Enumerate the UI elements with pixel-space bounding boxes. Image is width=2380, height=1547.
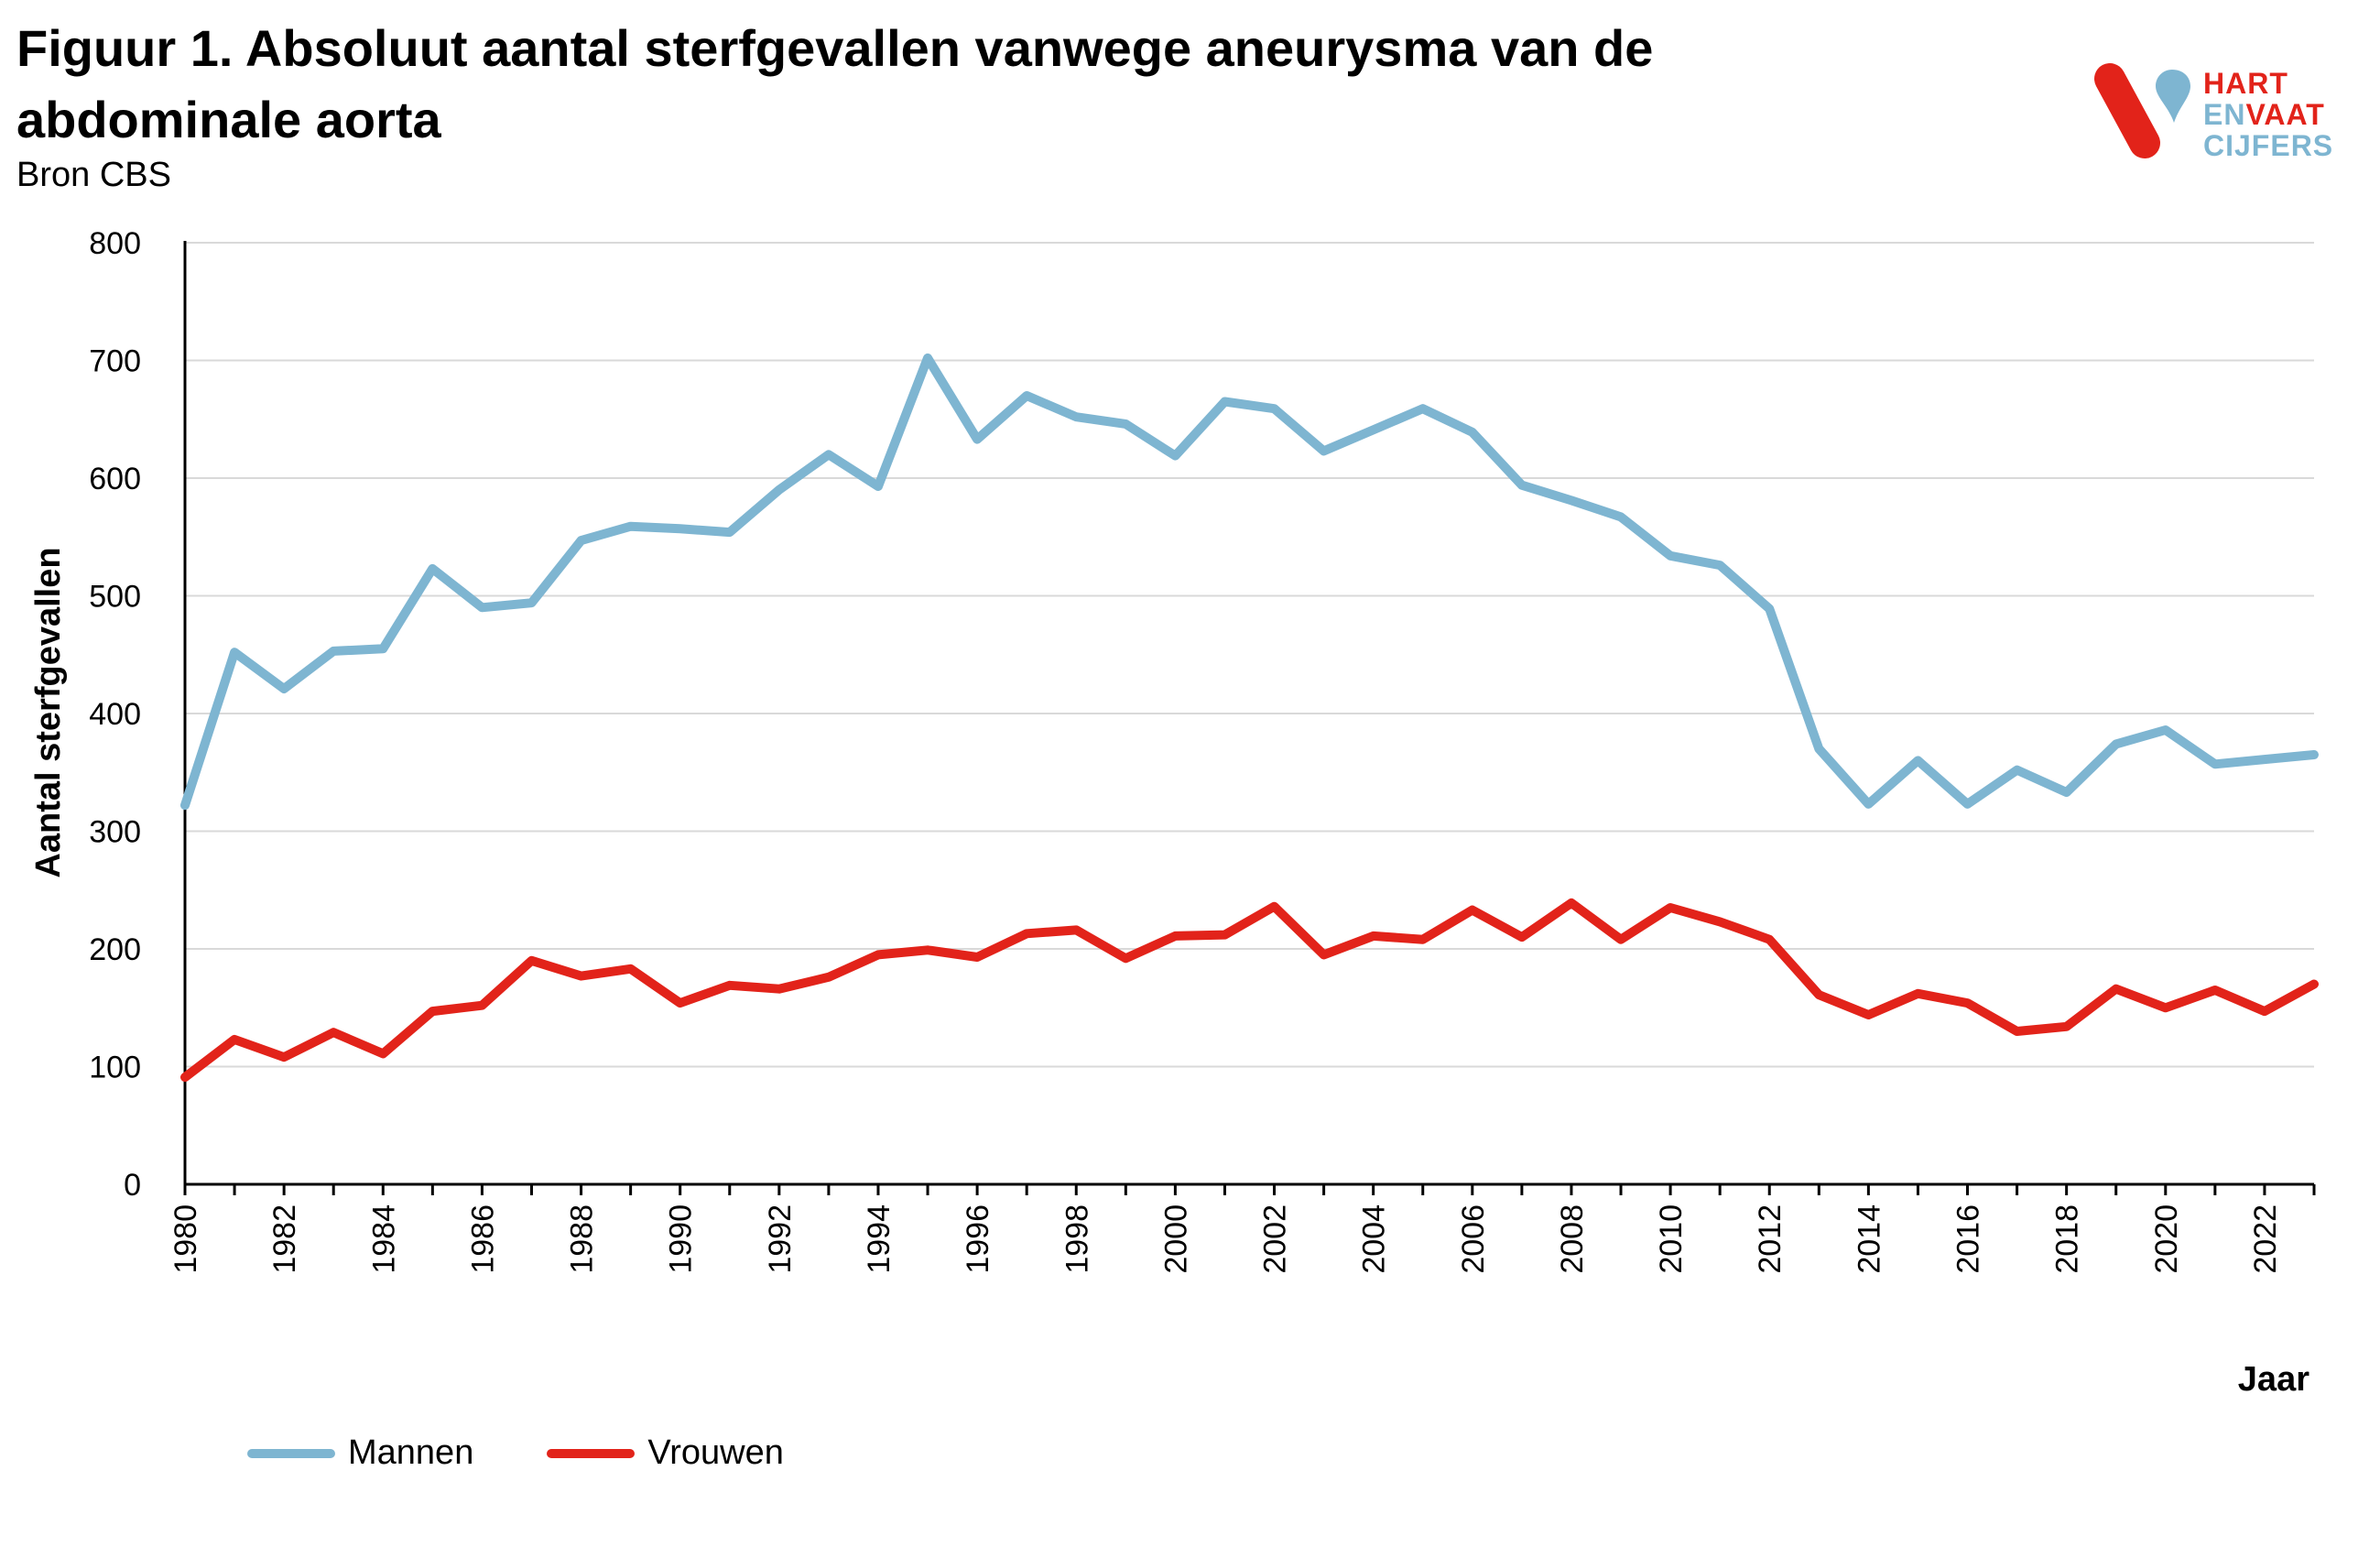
series-line-vrouwen <box>180 898 2319 1083</box>
series-lines <box>180 353 2319 1083</box>
y-axis-label: Aantal sterfgevallen <box>29 547 68 877</box>
x-tick-label: 1980 <box>168 1204 203 1274</box>
x-tick-label: 1988 <box>565 1204 600 1274</box>
legend-label-mannen: Mannen <box>348 1433 474 1472</box>
x-tick-label: 1994 <box>862 1204 897 1274</box>
legend-swatch-vrouwen <box>547 1448 636 1458</box>
legend: Mannen Vrouwen <box>247 1433 784 1473</box>
x-tick-label: 1992 <box>763 1204 798 1274</box>
y-tick-labels: 0 100 200 300 400 500 600 700 800 <box>89 226 141 1203</box>
logo-red-bar <box>2094 63 2160 158</box>
svg-text:ENVAAT: ENVAAT <box>2203 98 2325 131</box>
x-tick-label: 1982 <box>267 1204 302 1274</box>
axes <box>183 241 2316 1195</box>
logo-mark-icon <box>2094 63 2190 158</box>
x-tick-label: 1990 <box>664 1204 699 1274</box>
legend-item-mannen: Mannen <box>247 1433 473 1473</box>
logo-text-cijfers: CIJFERS <box>2203 129 2333 162</box>
y-tick-label: 800 <box>89 226 141 261</box>
legend-item-vrouwen: Vrouwen <box>547 1433 784 1473</box>
x-tick-label: 2014 <box>1852 1204 1886 1274</box>
y-tick-label: 500 <box>89 580 141 615</box>
svg-text:HART: HART <box>2203 67 2288 100</box>
x-tick-label: 2016 <box>1951 1204 1986 1274</box>
x-tick-labels: 1980 1982 1984 1986 1988 1990 1992 1994 1996 1998… <box>168 1204 2283 1274</box>
chart-title: Figuur 1. Absoluut aantal sterfgevallen … <box>16 19 1654 148</box>
x-tick-label: 2006 <box>1456 1204 1491 1274</box>
x-tick-label: 2022 <box>2248 1204 2283 1274</box>
legend-label-vrouwen: Vrouwen <box>647 1433 784 1472</box>
y-tick-label: 0 <box>124 1168 141 1203</box>
x-tick-label: 1996 <box>961 1204 995 1274</box>
x-tick-label: 2004 <box>1357 1204 1392 1274</box>
x-tick-label: 2010 <box>1654 1204 1689 1274</box>
x-tick-label: 2018 <box>2050 1204 2085 1274</box>
logo-text-hart: HART <box>2203 67 2288 100</box>
x-tick-label: 2008 <box>1555 1204 1590 1274</box>
x-axis-label: Jaar <box>2238 1360 2309 1399</box>
x-tick-label: 2020 <box>2149 1204 2184 1274</box>
x-tick-label: 2002 <box>1258 1204 1293 1274</box>
logo-text-en: EN <box>2203 98 2245 131</box>
series-line-mannen <box>180 353 2319 811</box>
x-tick-label: 1998 <box>1060 1204 1094 1274</box>
y-tick-label: 700 <box>89 344 141 379</box>
chart-source: Bron CBS <box>16 156 171 194</box>
y-tick-label: 100 <box>89 1051 141 1085</box>
y-tick-label: 400 <box>89 697 141 732</box>
y-tick-label: 300 <box>89 815 141 850</box>
x-tick-label: 2012 <box>1753 1204 1788 1274</box>
logo-blue-drop <box>2156 70 2190 123</box>
logo-text-vaat: VAAT <box>2245 98 2324 131</box>
x-tick-label: 2000 <box>1158 1204 1193 1274</box>
x-tick-label: 1984 <box>366 1204 401 1274</box>
x-tick-label: 1986 <box>465 1204 500 1274</box>
legend-swatch-mannen <box>247 1448 335 1458</box>
svg-text:CIJFERS: CIJFERS <box>2203 129 2333 162</box>
gridlines <box>185 242 2314 1068</box>
y-tick-label: 600 <box>89 462 141 496</box>
hart-en-vaat-logo: HART ENVAAT CIJFERS <box>2094 63 2333 162</box>
y-tick-label: 200 <box>89 932 141 967</box>
